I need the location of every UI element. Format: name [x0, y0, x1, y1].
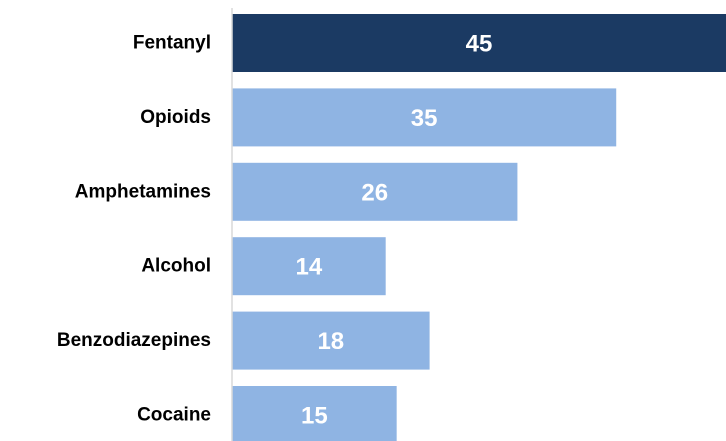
bar-opioids — [232, 88, 617, 147]
value-label-benzodiazepines: 18 — [317, 328, 344, 355]
value-label-cocaine: 15 — [301, 403, 328, 430]
category-label-alcohol: Alcohol — [141, 256, 211, 277]
bar-fentanyl — [232, 14, 726, 72]
value-label-opioids: 35 — [411, 105, 438, 132]
category-label-amphetamines: Amphetamines — [75, 181, 211, 202]
category-label-cocaine: Cocaine — [137, 405, 211, 426]
bar-alcohol — [232, 237, 386, 296]
bar-benzodiazepines — [232, 311, 430, 370]
category-label-opioids: Opioids — [140, 107, 211, 128]
category-label-benzodiazepines: Benzodiazepines — [57, 330, 211, 351]
labels-layer: Fentanyl 45 Opioids 35 Amphetamines 26 Alcohol… — [57, 31, 493, 430]
bars-layer — [232, 14, 726, 441]
category-label-fentanyl: Fentanyl — [133, 33, 211, 54]
value-label-amphetamines: 26 — [361, 179, 388, 206]
bar-cocaine — [232, 386, 397, 441]
bar-amphetamines — [232, 162, 518, 221]
value-label-fentanyl: 45 — [466, 31, 493, 58]
value-label-alcohol: 14 — [295, 254, 322, 281]
